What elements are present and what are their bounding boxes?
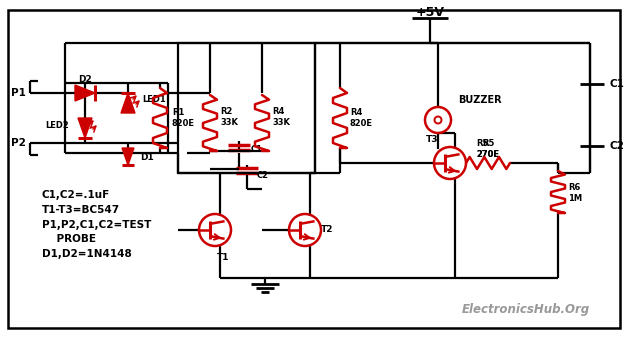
Text: R4
820E: R4 820E <box>350 108 373 128</box>
Text: LED2: LED2 <box>45 121 69 130</box>
Text: R4
33K: R4 33K <box>272 107 290 127</box>
Text: D2: D2 <box>78 74 92 83</box>
Text: C1,C2=.1uF
T1-T3=BC547
P1,P2,C1,C2=TEST
    PROBE
D1,D2=1N4148: C1,C2=.1uF T1-T3=BC547 P1,P2,C1,C2=TEST … <box>42 190 151 259</box>
Text: T1: T1 <box>217 254 229 263</box>
Text: T2: T2 <box>321 225 333 235</box>
Text: D1: D1 <box>140 152 154 162</box>
Polygon shape <box>121 93 135 113</box>
Text: C1: C1 <box>610 79 625 89</box>
FancyBboxPatch shape <box>178 43 315 173</box>
Text: P1: P1 <box>11 88 26 98</box>
Polygon shape <box>75 85 95 101</box>
Text: BUZZER: BUZZER <box>458 95 502 105</box>
Text: P2: P2 <box>11 138 26 148</box>
Text: +5V: +5V <box>416 6 445 20</box>
Text: C1: C1 <box>251 145 263 153</box>
Text: ElectronicsHub.Org: ElectronicsHub.Org <box>462 303 590 316</box>
Text: R5
270E: R5 270E <box>476 139 499 159</box>
Text: R6
1M: R6 1M <box>568 183 582 203</box>
Text: C2: C2 <box>610 141 625 151</box>
Text: R2
33K: R2 33K <box>220 107 238 127</box>
Polygon shape <box>122 148 134 165</box>
FancyBboxPatch shape <box>8 10 620 328</box>
Text: T3: T3 <box>426 135 438 144</box>
Polygon shape <box>78 118 92 138</box>
Text: LED1: LED1 <box>142 96 166 104</box>
Text: C2: C2 <box>257 170 269 179</box>
Text: R5
270E: R5 270E <box>477 139 499 159</box>
Text: R1
820E: R1 820E <box>172 108 195 128</box>
